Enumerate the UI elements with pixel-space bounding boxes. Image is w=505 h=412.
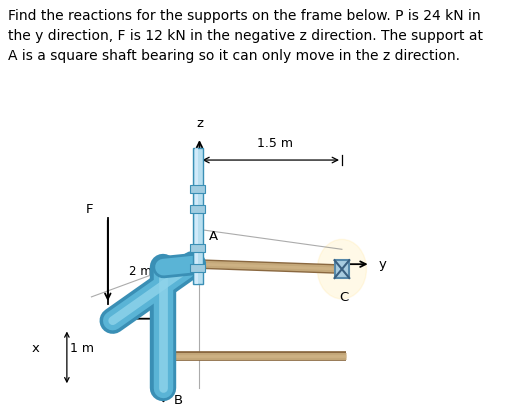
Bar	[190, 244, 205, 252]
Bar	[190, 185, 205, 193]
Text: 2 m: 2 m	[129, 265, 152, 278]
Text: x: x	[32, 342, 39, 355]
Text: B: B	[173, 394, 182, 407]
Text: P: P	[103, 312, 111, 325]
Text: 1.5 m: 1.5 m	[256, 137, 292, 150]
Text: Find the reactions for the supports on the frame below. P is 24 kN in
the y dire: Find the reactions for the supports on t…	[8, 9, 482, 63]
Bar	[334, 260, 348, 278]
Circle shape	[317, 239, 366, 299]
Text: F: F	[85, 203, 93, 216]
Bar	[190, 205, 205, 213]
Text: 1 m: 1 m	[70, 342, 93, 355]
Bar	[192, 148, 203, 284]
Bar	[190, 264, 205, 272]
Text: A: A	[209, 230, 218, 243]
Bar	[194, 148, 197, 284]
Text: y: y	[378, 258, 386, 271]
Text: z: z	[195, 117, 203, 130]
Text: C: C	[338, 291, 347, 304]
